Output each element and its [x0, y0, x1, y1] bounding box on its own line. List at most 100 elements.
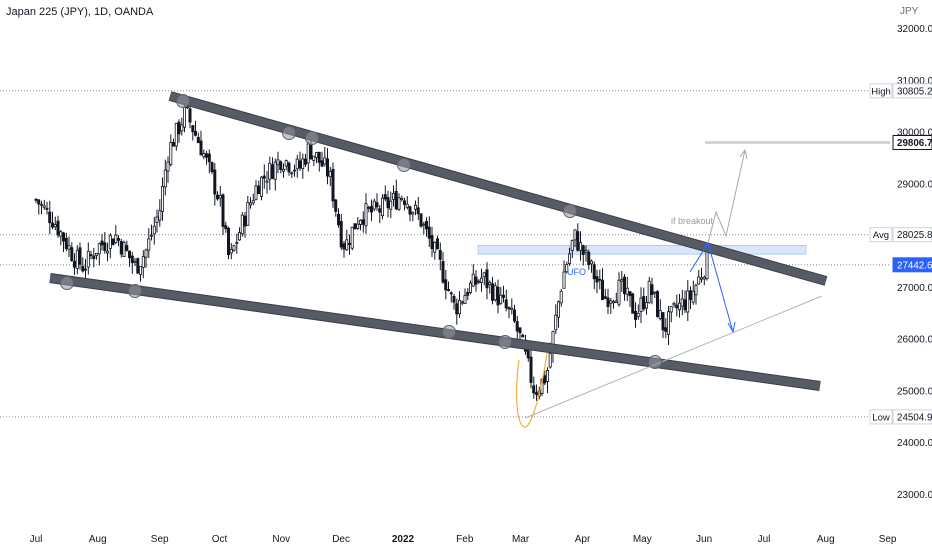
candle-up	[155, 216, 159, 223]
candle-up	[122, 242, 126, 258]
candle-down	[444, 279, 448, 291]
x-tick-label: Oct	[212, 534, 228, 545]
candle-up	[546, 370, 550, 382]
level-value-text: 24504.9	[897, 412, 932, 423]
candle-down	[89, 254, 93, 257]
candle-down	[601, 279, 605, 301]
candle-up	[202, 153, 206, 157]
candle-up	[413, 204, 417, 210]
candle-up	[667, 311, 671, 335]
level-tag-text: Avg	[873, 230, 889, 241]
candle-down	[270, 164, 274, 179]
x-tick-label: Sep	[151, 534, 169, 545]
candle-up	[554, 314, 558, 331]
candle-down	[408, 206, 412, 215]
candle-down	[634, 310, 638, 320]
candle-up	[254, 185, 258, 200]
candle-down	[78, 247, 82, 265]
y-tick-label: 23000.0	[897, 490, 932, 501]
candle-down	[103, 242, 107, 251]
candle-up	[653, 291, 657, 294]
candle-up	[169, 142, 173, 166]
candle-down	[378, 208, 382, 213]
candle-up	[584, 249, 588, 253]
x-tick-label: Mar	[512, 534, 530, 545]
candle-up	[612, 301, 616, 304]
candle-down	[587, 251, 591, 266]
candle-down	[48, 211, 52, 224]
candle-up	[557, 301, 561, 318]
annotations-layer: UFO if breakout	[49, 91, 828, 428]
candle-down	[598, 278, 602, 281]
candle-up	[290, 172, 294, 175]
candle-down	[204, 153, 208, 158]
candle-down	[100, 240, 104, 246]
candle-down	[628, 291, 632, 297]
candle-up	[86, 250, 90, 268]
candle-up	[562, 271, 566, 289]
candle-up	[548, 353, 552, 368]
y-tick-label: 26000.0	[897, 335, 932, 346]
candle-up	[314, 152, 318, 158]
candle-up	[240, 214, 244, 235]
y-tick-label: 27000.0	[897, 283, 932, 294]
candle-up	[232, 245, 236, 251]
candle-up	[295, 158, 299, 170]
level-value-bg	[892, 409, 932, 425]
touch-point-circle	[498, 335, 512, 349]
touch-point-circle	[128, 284, 142, 298]
candle-down	[177, 121, 181, 135]
candle-down	[532, 385, 536, 394]
candle-down	[207, 153, 211, 163]
candle-down	[689, 290, 693, 300]
candle-up	[301, 158, 305, 169]
candle-down	[474, 276, 478, 285]
candle-up	[158, 210, 162, 221]
candle-up	[144, 249, 148, 258]
candle-up	[235, 242, 239, 244]
candle-down	[196, 136, 200, 144]
guides-layer	[0, 90, 890, 418]
candle-down	[51, 222, 55, 228]
candle-up	[471, 273, 475, 287]
candle-up	[625, 287, 629, 295]
candle-down	[279, 161, 283, 170]
candle-down	[383, 194, 387, 200]
candle-up	[411, 211, 415, 215]
candle-down	[446, 289, 450, 292]
x-tick-label: Apr	[575, 534, 591, 545]
rising-support-line	[524, 295, 823, 419]
y-tick-label: 30000.0	[897, 128, 932, 139]
candle-up	[273, 161, 277, 180]
candle-down	[661, 312, 665, 331]
candle-up	[380, 197, 384, 217]
candle-up	[108, 235, 112, 249]
candle-down	[347, 242, 351, 245]
candle-down	[257, 185, 261, 194]
candle-up	[647, 280, 651, 304]
candle-down	[427, 226, 431, 239]
x-tick-label: Feb	[456, 534, 474, 545]
candle-down	[37, 199, 41, 205]
level-tag-bg	[869, 409, 893, 425]
level-value-bg	[892, 227, 932, 243]
candle-down	[298, 160, 302, 169]
candle-down	[485, 269, 489, 289]
candle-down	[325, 158, 329, 177]
candle-up	[174, 122, 178, 147]
candle-up	[433, 241, 437, 253]
candle-down	[675, 304, 679, 309]
candle-down	[656, 291, 660, 318]
candle-up	[510, 307, 514, 311]
candle-up	[617, 279, 621, 305]
candle-down	[402, 200, 406, 205]
candle-up	[391, 193, 395, 200]
candle-up	[457, 299, 461, 315]
candle-down	[623, 276, 627, 295]
y-tick-label: 29000.0	[897, 179, 932, 190]
candle-down	[455, 303, 459, 315]
candle-up	[149, 234, 153, 237]
level-tag-bg	[869, 83, 893, 99]
